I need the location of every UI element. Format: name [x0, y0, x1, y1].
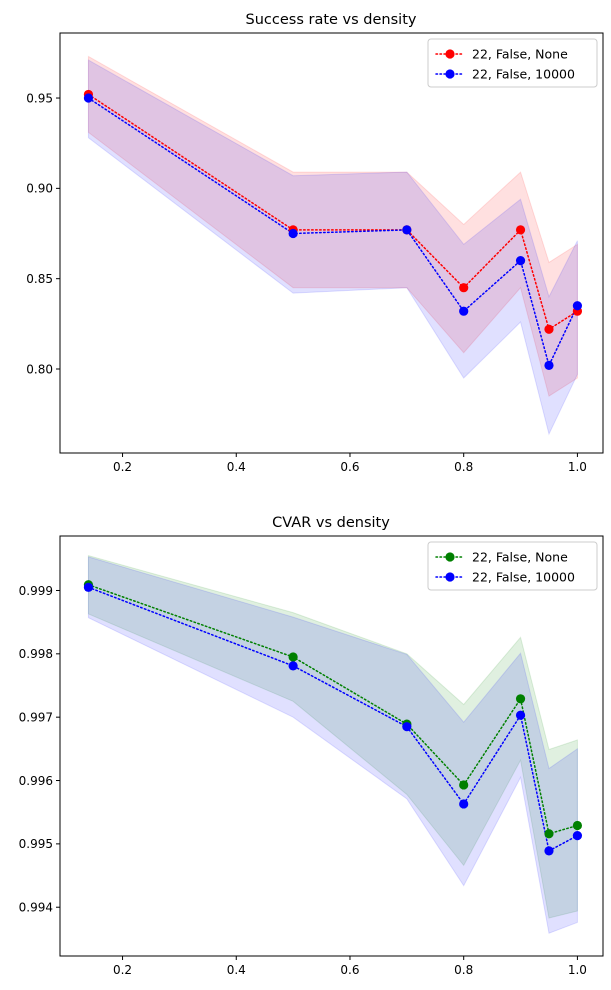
series-1-22-false-10000-point: [402, 225, 412, 235]
series-0-22-false-none-point: [544, 829, 554, 839]
series-0-22-false-none-point: [459, 780, 469, 790]
x-tick-label: 0.2: [113, 460, 132, 474]
x-tick-label: 0.6: [340, 963, 359, 977]
chart-title: CVAR vs density: [272, 515, 390, 531]
series-0-22-false-none-point: [515, 225, 526, 235]
plot-frame: [59, 535, 604, 957]
y-tick-label: 0.998: [19, 647, 53, 661]
series-1-22-false-10000-point: [402, 722, 412, 732]
confidence-bands: [87, 554, 578, 934]
legend-entry-1: 22, False, 10000: [472, 570, 575, 585]
series-1-22-false-10000-band: [87, 59, 578, 436]
series-0-22-false-none-band: [87, 554, 578, 919]
legend-marker-0: [445, 49, 455, 59]
x-axis-ticks: 0.2 0.4 0.6 0.8 1.0: [113, 956, 587, 977]
legend-entry-0: 22, False, None: [472, 47, 568, 62]
cvar-chart: CVAR vs density 0.2 0.4 0.6 0.8 1.0 0.9940.9…: [19, 515, 604, 977]
series-0-22-false-none-point: [288, 652, 298, 662]
x-tick-label: 0.4: [227, 963, 246, 977]
series-1-22-false-10000-point: [544, 360, 554, 370]
x-tick-label: 0.6: [340, 460, 359, 474]
y-tick-label: 0.95: [26, 91, 53, 105]
series-markers: [83, 580, 583, 856]
series-markers: [83, 89, 583, 370]
legend-box: [427, 38, 598, 88]
series-1-22-false-10000-point: [515, 256, 526, 266]
series-1-22-false-10000-point: [83, 93, 94, 103]
legend: 22, False, None 22, False, 10000: [427, 38, 598, 88]
legend: 22, False, None 22, False, 10000: [427, 541, 598, 591]
series-1-22-false-10000-point: [83, 582, 94, 592]
series-0-22-false-none-point: [572, 820, 583, 831]
x-tick-label: 0.8: [454, 963, 473, 977]
x-tick-label: 0.2: [113, 963, 132, 977]
y-tick-label: 0.90: [26, 182, 53, 196]
y-tick-label: 0.85: [26, 272, 53, 286]
y-tick-label: 0.80: [26, 362, 53, 376]
series-1-22-false-10000-band: [87, 556, 578, 934]
series-1-22-false-10000-point: [459, 799, 469, 809]
y-tick-label: 0.997: [19, 710, 53, 724]
legend-marker-1: [445, 69, 455, 79]
series-0-22-false-none-point: [544, 324, 554, 334]
series-0-22-false-none-point: [459, 283, 469, 293]
x-axis-ticks: 0.2 0.4 0.6 0.8 1.0: [113, 453, 587, 474]
series-0-22-false-none-point: [515, 694, 526, 704]
legend-box: [427, 541, 598, 591]
x-tick-label: 0.4: [227, 460, 246, 474]
legend-entry-0: 22, False, None: [472, 550, 568, 565]
series-1-22-false-10000-point: [288, 228, 298, 239]
y-tick-label: 0.995: [19, 837, 53, 851]
series-1-22-false-10000-point: [515, 710, 526, 720]
x-tick-label: 1.0: [568, 963, 587, 977]
series-1-22-false-10000-point: [459, 306, 469, 316]
y-tick-label: 0.999: [19, 584, 53, 598]
success-rate-chart: Success rate vs density 0.2 0.4 0.6 0.8 1.0 …: [26, 12, 604, 474]
series-1-22-false-10000-point: [288, 661, 298, 671]
y-tick-label: 0.996: [19, 774, 53, 788]
series-0-22-false-none-band: [87, 55, 578, 397]
chart-title: Success rate vs density: [246, 12, 417, 28]
series-1-22-false-10000-point: [572, 301, 583, 311]
legend-marker-0: [445, 552, 455, 562]
legend-entry-1: 22, False, 10000: [472, 67, 575, 82]
plot-frame: [59, 32, 604, 454]
confidence-bands: [87, 55, 578, 436]
y-tick-label: 0.994: [19, 901, 53, 915]
series-1-22-false-10000-point: [544, 846, 554, 856]
y-axis-ticks: 0.80 0.85 0.90 0.95: [26, 91, 60, 376]
y-axis-ticks: 0.994 0.995 0.996 0.997 0.998 0.999: [19, 584, 60, 915]
x-tick-label: 1.0: [568, 460, 587, 474]
legend-marker-1: [445, 572, 455, 582]
x-tick-label: 0.8: [454, 460, 473, 474]
series-1-22-false-10000-point: [572, 831, 583, 841]
